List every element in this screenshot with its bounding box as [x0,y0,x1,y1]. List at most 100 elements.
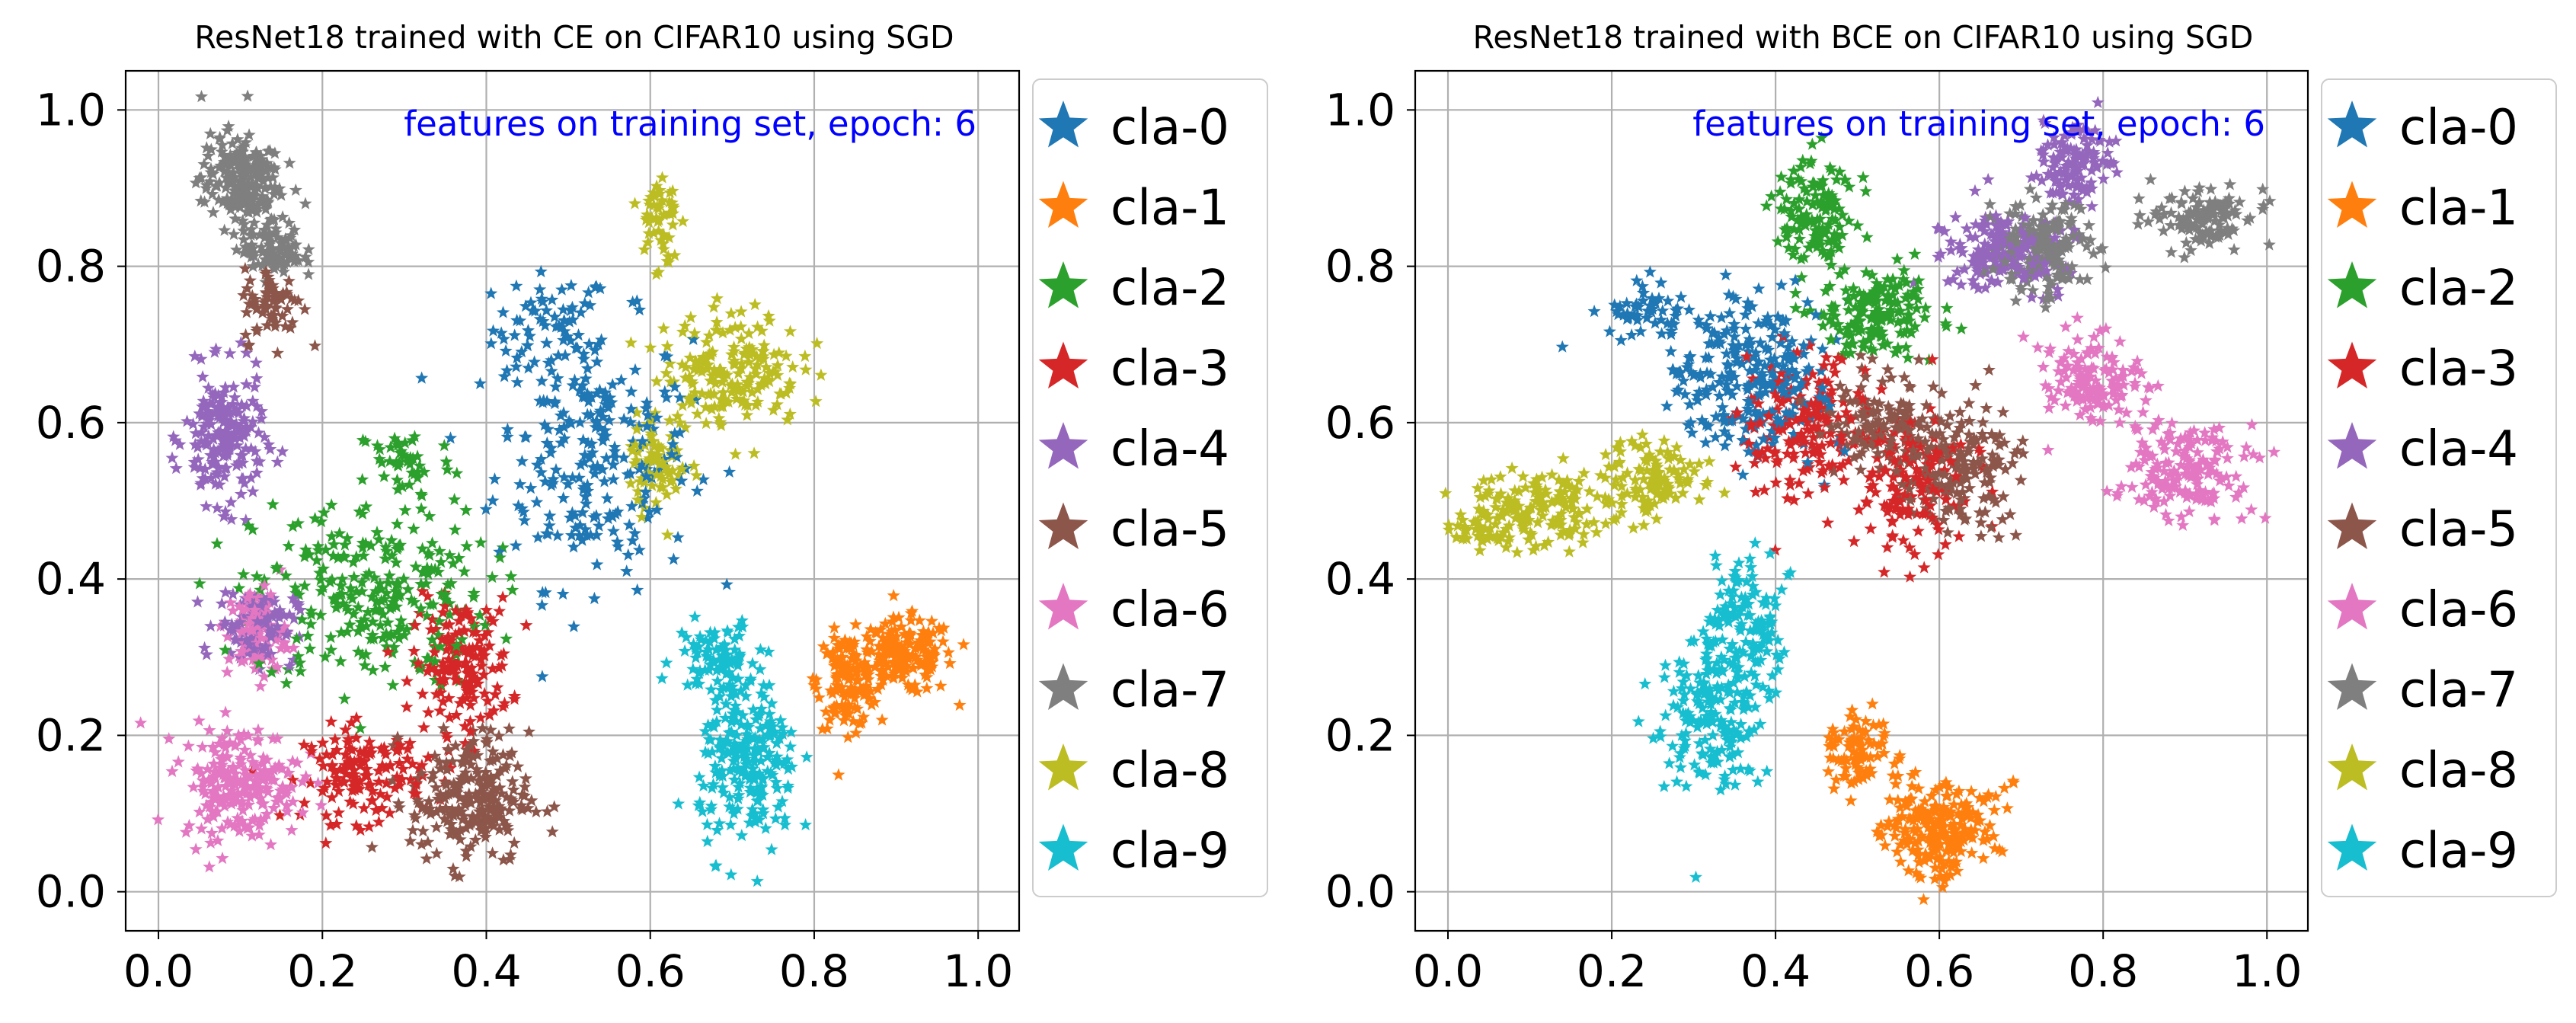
point-cla-1 [1973,791,1986,804]
point-cla-3 [483,638,497,652]
x-tick-label: 0.8 [779,945,849,997]
point-cla-8 [699,400,713,414]
point-cla-6 [2084,341,2098,354]
point-cla-3 [412,762,426,775]
point-cla-6 [241,821,254,834]
point-cla-4 [1966,255,1980,268]
point-cla-0 [624,467,638,480]
point-cla-7 [2192,195,2206,209]
point-cla-0 [1785,363,1799,376]
point-cla-8 [700,335,714,348]
point-cla-0 [577,482,590,496]
point-cla-9 [733,776,747,789]
legend-marker-cla-5 [1038,502,1088,549]
point-cla-2 [1839,328,1852,340]
point-cla-6 [221,765,235,778]
point-cla-4 [203,413,216,426]
point-cla-3 [461,647,475,660]
point-cla-9 [1744,649,1758,662]
point-cla-6 [2076,380,2090,393]
point-cla-9 [739,769,753,782]
point-cla-0 [535,374,548,387]
point-cla-9 [1737,702,1750,715]
point-cla-1 [881,660,895,673]
point-cla-9 [721,746,735,759]
point-cla-9 [697,778,711,792]
point-cla-8 [647,198,661,211]
point-cla-7 [2162,192,2176,205]
point-cla-8 [1473,543,1487,557]
point-cla-4 [2104,156,2117,169]
point-cla-4 [221,401,235,414]
point-cla-1 [846,638,860,651]
point-cla-5 [1993,438,2006,451]
point-cla-8 [711,367,725,380]
point-cla-9 [1687,634,1701,647]
point-cla-4 [204,619,218,632]
point-cla-0 [640,469,654,482]
point-cla-6 [2041,443,2055,456]
point-cla-2 [252,657,266,670]
point-cla-9 [774,714,788,727]
point-cla-7 [204,142,218,155]
point-cla-5 [1855,435,1869,448]
point-cla-4 [230,403,244,416]
point-cla-1 [900,648,915,661]
point-cla-2 [1839,337,1853,351]
point-cla-9 [660,656,673,669]
point-cla-0 [415,371,429,384]
point-cla-3 [1842,454,1855,467]
point-cla-0 [590,528,603,542]
point-cla-2 [419,577,433,590]
point-cla-3 [392,743,405,756]
point-cla-9 [769,753,782,766]
point-cla-7 [212,193,225,206]
point-cla-2 [193,577,206,590]
point-cla-5 [1876,375,1890,388]
point-cla-8 [751,395,765,408]
point-cla-2 [353,504,366,518]
point-cla-0 [1787,427,1801,440]
point-cla-2 [1897,313,1911,327]
point-cla-8 [652,201,666,215]
point-cla-9 [704,802,718,816]
point-cla-3 [360,769,374,782]
point-cla-5 [1937,513,1951,526]
point-cla-9 [724,689,738,702]
point-cla-6 [2159,507,2172,520]
point-cla-7 [219,157,233,170]
point-cla-2 [382,630,396,643]
point-cla-4 [2070,173,2084,186]
point-cla-9 [723,790,737,803]
point-cla-7 [2214,203,2228,216]
point-cla-6 [2245,503,2258,516]
point-cla-1 [934,679,948,692]
point-cla-6 [251,590,265,604]
point-cla-1 [1894,855,1907,868]
point-cla-7 [253,228,267,241]
point-cla-9 [727,703,741,716]
point-cla-3 [304,776,318,789]
point-cla-2 [1940,301,1954,315]
point-cla-5 [269,315,283,329]
point-cla-5 [453,823,467,836]
point-cla-0 [516,505,530,518]
point-cla-0 [1753,336,1767,349]
point-cla-3 [451,656,465,669]
point-cla-5 [268,293,282,306]
point-cla-9 [1719,599,1733,612]
point-cla-7 [239,166,253,179]
point-cla-4 [254,404,268,417]
point-cla-2 [308,512,322,525]
point-cla-6 [2246,447,2260,460]
point-cla-9 [726,679,740,692]
point-cla-3 [420,664,434,677]
point-cla-4 [257,614,271,627]
point-cla-5 [1871,413,1885,426]
point-cla-0 [626,295,640,308]
point-cla-2 [1891,315,1905,328]
point-cla-9 [718,711,732,724]
point-cla-2 [1784,176,1798,189]
point-cla-9 [1721,606,1734,619]
point-cla-2 [413,662,427,675]
